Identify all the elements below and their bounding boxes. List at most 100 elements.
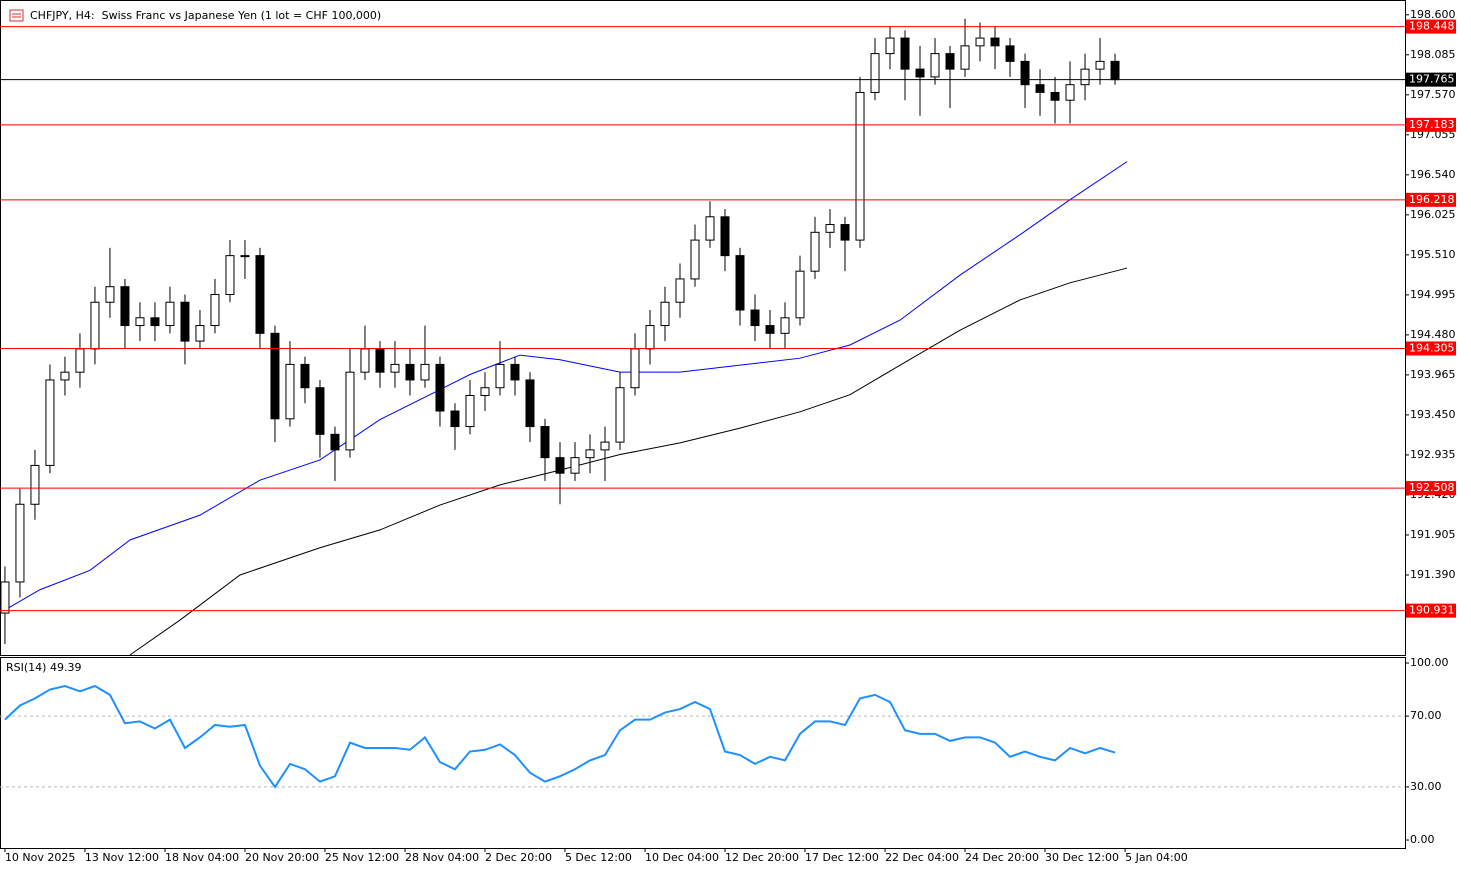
- candle-body: [945, 53, 955, 70]
- candle-body: [825, 224, 835, 233]
- price-label: 190.931: [1409, 604, 1455, 617]
- y-tick-label: 198.600: [1410, 8, 1456, 21]
- candle-body: [405, 363, 415, 381]
- candle-body: [570, 457, 580, 474]
- candle-body: [1050, 91, 1060, 101]
- moving-average: [129, 267, 1128, 656]
- candle-body: [15, 503, 25, 583]
- y-tick-label: 196.025: [1410, 208, 1456, 221]
- x-tick-label: 10 Dec 04:00: [645, 851, 719, 864]
- candle-body: [870, 53, 880, 93]
- price-label: 192.508: [1409, 481, 1455, 494]
- candle-body: [840, 224, 850, 241]
- rsi-line: [4, 684, 1116, 789]
- moving-average: [4, 161, 1128, 611]
- y-tick-label: 191.390: [1410, 568, 1456, 581]
- candle-body: [30, 464, 40, 505]
- y-tick-label: 100.00: [1410, 656, 1449, 669]
- candle-body: [450, 410, 460, 428]
- price-label-box: [1406, 341, 1456, 356]
- candle-body: [1095, 60, 1105, 70]
- candle-body: [675, 278, 685, 303]
- rsi-label: RSI(14) 49.39: [6, 661, 81, 674]
- candle-body: [960, 45, 970, 70]
- candle-body: [210, 293, 220, 327]
- candle-body: [285, 363, 295, 420]
- candle-body: [345, 371, 355, 451]
- y-tick-label: 194.995: [1410, 288, 1456, 301]
- candle-body: [330, 433, 340, 451]
- candle-body: [630, 348, 640, 389]
- y-tick-label: 193.450: [1410, 408, 1456, 421]
- candle-body: [855, 91, 865, 241]
- candle-body: [690, 239, 700, 280]
- candle-body: [750, 309, 760, 327]
- candle-body: [900, 37, 910, 70]
- candle-body: [255, 255, 265, 334]
- candle-body: [165, 301, 175, 327]
- candle-body: [975, 37, 985, 47]
- y-tick-label: 197.570: [1410, 88, 1456, 101]
- candle-body: [525, 379, 535, 428]
- x-tick-label: 20 Nov 20:00: [245, 851, 319, 864]
- candle-body: [1065, 84, 1075, 101]
- candle-body: [465, 394, 475, 428]
- candle-body: [645, 325, 655, 350]
- candle-body: [1080, 68, 1090, 86]
- candle-body: [705, 216, 715, 241]
- candle-body: [195, 325, 205, 342]
- candle-body: [540, 426, 550, 459]
- candle-body: [735, 255, 745, 311]
- candle-body: [435, 363, 445, 412]
- x-tick-label: 24 Dec 20:00: [965, 851, 1039, 864]
- candle-body: [0, 581, 10, 614]
- price-label-box: [1406, 192, 1456, 207]
- x-tick-label: 2 Dec 20:00: [485, 851, 552, 864]
- price-label: 194.305: [1409, 341, 1455, 354]
- y-tick-label: 195.510: [1410, 248, 1456, 261]
- candle-body: [135, 317, 145, 327]
- candle-body: [990, 37, 1000, 47]
- candle-body: [390, 363, 400, 373]
- price-label: 197.183: [1409, 118, 1455, 131]
- x-tick-label: 18 Nov 04:00: [165, 851, 239, 864]
- x-tick-label: 5 Jan 04:00: [1125, 851, 1188, 864]
- candle-body: [150, 317, 160, 327]
- y-tick-label: 194.480: [1410, 328, 1456, 341]
- candle-body: [810, 231, 820, 272]
- candle-body: [555, 457, 565, 474]
- candle-body: [420, 363, 430, 381]
- symbol-icon: [9, 9, 24, 22]
- candle-body: [90, 301, 100, 350]
- chart-title: CHFJPY, H4: Swiss Franc vs Japanese Yen …: [30, 9, 381, 22]
- candle-body: [315, 387, 325, 435]
- y-tick-label: 0.00: [1410, 833, 1435, 846]
- candle-body: [1005, 45, 1015, 62]
- candle-body: [930, 53, 940, 78]
- candle-body: [300, 363, 310, 389]
- candle-body: [225, 255, 235, 295]
- x-tick-label: 17 Dec 12:00: [805, 851, 879, 864]
- candle-body: [495, 363, 505, 389]
- candle-body: [1020, 60, 1030, 86]
- candle-body: [765, 325, 775, 334]
- y-tick-label: 192.935: [1410, 448, 1456, 461]
- price-label-box: [1406, 19, 1456, 34]
- candle-body: [375, 348, 385, 373]
- candle-body: [60, 371, 70, 381]
- candle-body: [915, 68, 925, 78]
- price-label: 198.448: [1409, 20, 1455, 33]
- x-tick-label: 5 Dec 12:00: [565, 851, 632, 864]
- y-tick-label: 70.00: [1410, 709, 1442, 722]
- candle-body: [510, 363, 520, 381]
- x-tick-label: 12 Dec 20:00: [725, 851, 799, 864]
- y-tick-label: 30.00: [1410, 780, 1442, 793]
- candle-body: [270, 332, 280, 420]
- x-tick-label: 22 Dec 04:00: [885, 851, 959, 864]
- candle-body: [1110, 60, 1120, 81]
- candle-body: [360, 348, 370, 373]
- price-label-box: [1406, 72, 1456, 87]
- candle-body: [780, 317, 790, 334]
- candle-body: [120, 286, 130, 327]
- candle-body: [600, 441, 610, 451]
